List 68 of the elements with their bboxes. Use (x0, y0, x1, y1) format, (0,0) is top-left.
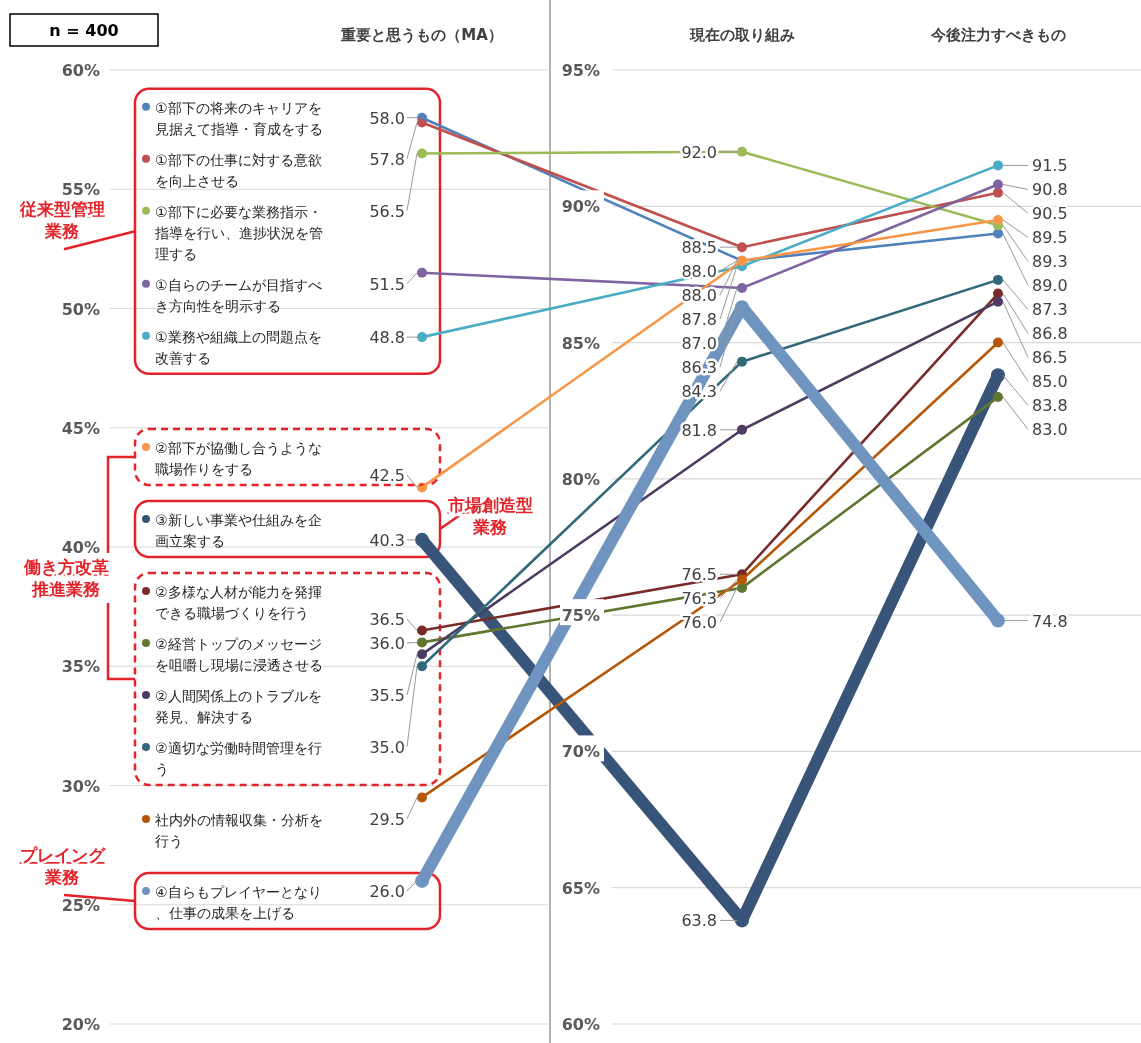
y-tick-label: 55% (61, 180, 100, 200)
y-tick-label: 45% (61, 418, 100, 438)
data-label: 48.8 (369, 328, 405, 348)
data-label: 84.3 (681, 382, 717, 402)
data-label: 90.5 (1032, 204, 1068, 224)
legend-label: 社内外の情報収集・分析を行う (155, 812, 323, 849)
data-label: 57.8 (369, 149, 405, 169)
data-label: 86.5 (1032, 348, 1068, 368)
data-label: 35.0 (369, 738, 405, 757)
data-label: 85.0 (1032, 372, 1068, 392)
legend-label: ①部下に必要な業務指示・指導を行い、進捗状況を管理する (154, 203, 323, 262)
data-label: 36.5 (369, 610, 405, 629)
legend-label: ①部下の仕事に対する意欲を向上させる (155, 151, 322, 189)
data-label: 63.8 (681, 911, 717, 931)
y-tick-label: 85% (561, 333, 600, 353)
data-label: 40.3 (369, 530, 405, 550)
data-label: 89.5 (1032, 228, 1068, 248)
data-label: 42.5 (369, 466, 405, 485)
y-tick-label: 60% (561, 1015, 600, 1034)
y-tick-label: 25% (61, 895, 100, 915)
data-label: 83.8 (1032, 396, 1068, 416)
legend-label: ①業務や組織上の問題点を改善する (155, 328, 322, 366)
legend-label: ①自らのチームが目指すべき方向性を明示する (155, 276, 322, 314)
y-tick-label: 60% (61, 61, 100, 80)
y-tick-label: 40% (61, 538, 100, 557)
y-tick-label: 70% (561, 742, 600, 762)
y-tick-label: 35% (61, 657, 100, 677)
y-tick-label: 80% (561, 469, 600, 489)
data-label: 26.0 (369, 882, 405, 901)
data-label: 88.5 (681, 238, 717, 258)
text: n = 400 (49, 21, 119, 40)
data-label: 74.8 (1032, 611, 1068, 631)
data-label: 91.5 (1032, 156, 1068, 176)
legend-label: ②人間関係上のトラブルを発見、解決する (155, 688, 322, 725)
data-label: 29.5 (369, 810, 405, 829)
data-label: 87.3 (1032, 300, 1068, 320)
y-tick-label: 65% (561, 878, 600, 898)
data-label: 51.5 (369, 274, 405, 294)
data-label: 36.0 (369, 634, 405, 653)
y-tick-label: 30% (61, 776, 100, 796)
legend-label: ②多様な人材が能力を発揮できる職場づくりを行う (155, 584, 322, 621)
x-tick-label: 現在の取り組み (688, 26, 795, 44)
data-label: 76.5 (681, 565, 717, 585)
y-tick-label: 75% (561, 606, 600, 626)
legend-label: ②経営トップのメッセージを咀嚼し現場に浸透させる (155, 636, 323, 673)
data-label: 89.0 (1032, 276, 1068, 296)
x-tick-label: 重要と思うもの（MA） (340, 26, 503, 44)
legend-label: ①部下の将来のキャリアを見据えて指導・育成をする (155, 99, 323, 137)
y-tick-label: 90% (561, 197, 600, 217)
data-label: 76.0 (681, 613, 717, 633)
legend-label: ③新しい事業や仕組みを企画立案する (155, 512, 322, 549)
data-label: 35.5 (369, 686, 405, 705)
data-label: 56.5 (369, 201, 405, 221)
data-label: 83.0 (1032, 420, 1068, 440)
legend-label: ②部下が協働し合うような職場作りをする (155, 440, 322, 477)
y-tick-label: 50% (61, 299, 100, 319)
y-tick-label: 20% (61, 1015, 100, 1034)
data-label: 89.3 (1032, 252, 1068, 272)
data-label: 86.8 (1032, 324, 1068, 344)
legend-label: ②適切な労働時間管理を行う (155, 740, 322, 777)
data-label: 87.8 (681, 310, 717, 330)
data-label: 90.8 (1032, 180, 1068, 200)
data-label: 81.8 (681, 420, 717, 440)
legend-label: ④自らもプレイヤーとなり、仕事の成果を上げる (155, 884, 322, 921)
x-tick-label: 今後注力すべきもの (929, 26, 1066, 44)
data-label: 87.0 (681, 334, 717, 354)
data-label: 58.0 (369, 108, 405, 128)
y-tick-label: 95% (561, 61, 600, 80)
